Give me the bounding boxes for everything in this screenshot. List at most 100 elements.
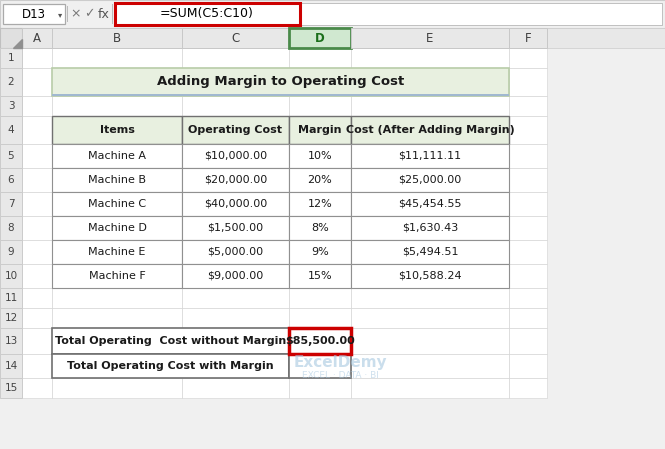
Bar: [351, 168, 509, 192]
Text: 8: 8: [8, 223, 15, 233]
Bar: [0, 28, 22, 48]
Bar: [0, 288, 22, 308]
Bar: [22, 144, 52, 168]
Bar: [351, 240, 509, 264]
Bar: [300, 3, 662, 25]
Text: 5: 5: [8, 151, 15, 161]
Bar: [182, 68, 289, 96]
Bar: [22, 28, 52, 48]
Bar: [0, 192, 22, 216]
Bar: [509, 28, 547, 48]
Text: 13: 13: [5, 336, 18, 346]
Bar: [22, 354, 52, 378]
Bar: [351, 240, 509, 264]
Bar: [52, 308, 182, 328]
Bar: [52, 192, 182, 216]
Bar: [182, 264, 289, 288]
Bar: [22, 378, 52, 398]
Bar: [351, 264, 509, 288]
Bar: [52, 116, 182, 144]
Text: D13: D13: [22, 8, 46, 21]
Text: $85,500.00: $85,500.00: [285, 336, 355, 346]
Text: fx: fx: [98, 8, 110, 21]
Text: Total Operating Cost with Margin: Total Operating Cost with Margin: [67, 361, 274, 371]
Bar: [509, 288, 547, 308]
Bar: [52, 144, 182, 168]
Bar: [182, 96, 289, 116]
Bar: [509, 144, 547, 168]
Bar: [289, 116, 351, 144]
Text: Total Operating  Cost without Margin: Total Operating Cost without Margin: [55, 336, 286, 346]
Bar: [22, 216, 52, 240]
Bar: [509, 96, 547, 116]
Text: Machine A: Machine A: [88, 151, 146, 161]
Bar: [289, 216, 351, 240]
Bar: [52, 216, 182, 240]
Text: 9%: 9%: [311, 247, 329, 257]
Bar: [0, 48, 22, 68]
Bar: [182, 240, 289, 264]
Bar: [289, 240, 351, 264]
Bar: [182, 28, 289, 48]
Bar: [52, 328, 289, 354]
Bar: [52, 354, 289, 378]
Bar: [0, 0, 665, 28]
Bar: [509, 308, 547, 328]
Bar: [182, 192, 289, 216]
Bar: [22, 96, 52, 116]
Bar: [0, 96, 22, 116]
Bar: [182, 216, 289, 240]
Bar: [0, 308, 22, 328]
Text: 3: 3: [8, 101, 15, 111]
Bar: [0, 264, 22, 288]
Bar: [52, 354, 182, 378]
Bar: [0, 216, 22, 240]
Bar: [115, 3, 300, 25]
Text: ExcelDemy: ExcelDemy: [293, 356, 387, 370]
Bar: [0, 328, 22, 354]
Text: 10: 10: [5, 271, 17, 281]
Bar: [351, 168, 509, 192]
Bar: [52, 264, 182, 288]
Bar: [182, 354, 289, 378]
Bar: [22, 240, 52, 264]
Bar: [351, 48, 509, 68]
Text: $1,630.43: $1,630.43: [402, 223, 458, 233]
Bar: [52, 240, 182, 264]
Bar: [182, 288, 289, 308]
Bar: [509, 168, 547, 192]
Bar: [22, 48, 52, 68]
Bar: [289, 240, 351, 264]
Text: 11: 11: [5, 293, 18, 303]
Bar: [0, 240, 22, 264]
Bar: [509, 240, 547, 264]
Bar: [182, 48, 289, 68]
Text: 2: 2: [8, 77, 15, 87]
Bar: [509, 116, 547, 144]
Text: 8%: 8%: [311, 223, 329, 233]
Bar: [182, 378, 289, 398]
Bar: [52, 68, 182, 96]
Bar: [509, 264, 547, 288]
Bar: [182, 168, 289, 192]
Bar: [22, 264, 52, 288]
Text: $40,000.00: $40,000.00: [204, 199, 267, 209]
Bar: [52, 168, 182, 192]
Bar: [182, 144, 289, 168]
Text: ✓: ✓: [84, 8, 94, 21]
Text: 1: 1: [8, 53, 15, 63]
Text: 14: 14: [5, 361, 18, 371]
Bar: [52, 288, 182, 308]
Text: EXCEL · DATA · BI: EXCEL · DATA · BI: [301, 371, 378, 380]
Bar: [289, 354, 351, 378]
Bar: [351, 216, 509, 240]
Text: $9,000.00: $9,000.00: [207, 271, 263, 281]
Text: $5,000.00: $5,000.00: [207, 247, 263, 257]
Bar: [289, 264, 351, 288]
Text: 15%: 15%: [308, 271, 332, 281]
Text: $25,000.00: $25,000.00: [398, 175, 462, 185]
Bar: [182, 116, 289, 144]
Bar: [289, 354, 351, 378]
Bar: [289, 144, 351, 168]
Text: 15: 15: [5, 383, 18, 393]
